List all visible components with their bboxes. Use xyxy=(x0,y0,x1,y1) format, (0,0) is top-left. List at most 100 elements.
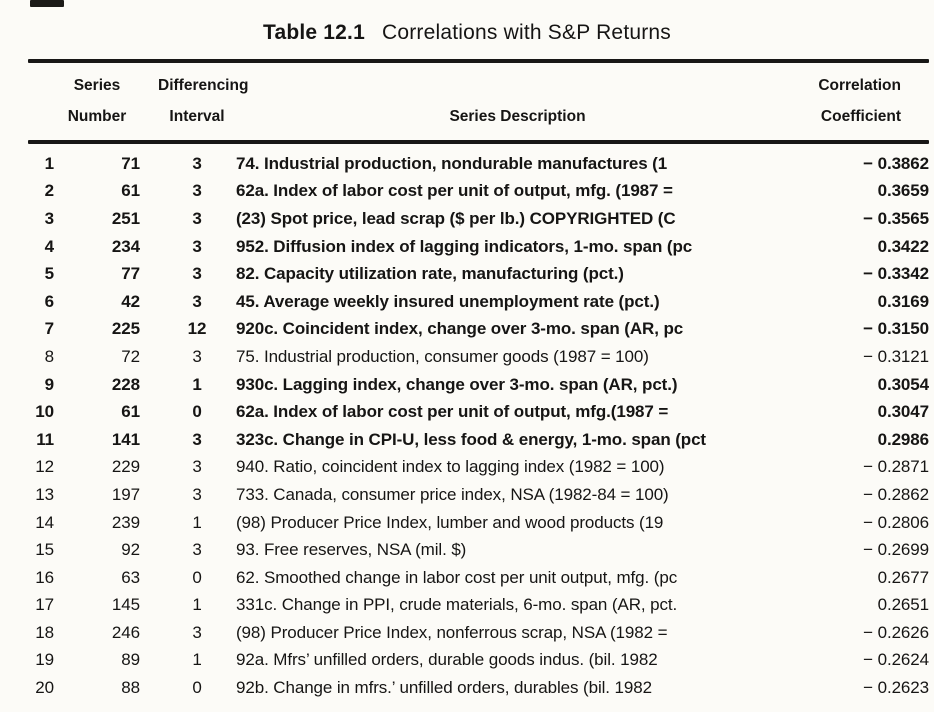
differencing-interval-cell: 3 xyxy=(192,622,202,642)
correlation-coefficient-cell: 0.3659 xyxy=(877,181,930,201)
table-row: 2 61 3 62a. Index of labor cost per unit of… xyxy=(28,178,929,206)
series-description-cell: 733. Canada, consumer price index, NSA (… xyxy=(236,484,669,504)
series-number-cell: 42 xyxy=(121,291,140,311)
differencing-interval-cell: 0 xyxy=(192,678,202,698)
row-number-cell: 5 xyxy=(44,264,54,284)
row-number-cell: 2 xyxy=(44,181,54,201)
series-number-cell: 92 xyxy=(121,540,140,560)
differencing-interval-cell: 3 xyxy=(192,264,202,284)
table-row: 19 89 1 92a. Mfrs’ unfilled orders, durable… xyxy=(28,647,929,675)
header-correlation-coefficient: Correlation Coefficient xyxy=(799,76,929,140)
table-row: 8 72 3 75. Industrial production, consumer … xyxy=(28,343,929,371)
header-correlation-line2: Coefficient xyxy=(820,108,901,125)
table-row: 13 197 3 733. Canada, consumer price index,… xyxy=(28,481,929,509)
row-number-cell: 9 xyxy=(44,374,54,394)
correlation-coefficient-cell: 0.2651 xyxy=(877,595,930,615)
series-description-cell: 331c. Change in PPI, crude materials, 6-… xyxy=(236,595,678,615)
row-number-cell: 7 xyxy=(44,319,54,339)
series-number-cell: 89 xyxy=(121,650,140,670)
correlation-coefficient-cell: − 0.2699 xyxy=(863,540,929,560)
table-row: 20 88 0 92b. Change in mfrs.’ unfilled orde… xyxy=(28,674,929,702)
row-number-cell: 8 xyxy=(44,346,54,366)
table-title: Table 12.1 Correlations with S&P Returns xyxy=(0,0,934,46)
differencing-interval-cell: 1 xyxy=(192,595,202,615)
table-row: 4 234 3 952. Diffusion index of lagging ind… xyxy=(28,233,929,261)
row-number-cell: 10 xyxy=(35,402,54,422)
series-description-cell: 920c. Coincident index, change over 3-mo… xyxy=(236,319,684,339)
series-number-cell: 61 xyxy=(121,181,140,201)
series-description-cell: 952. Diffusion index of lagging indicato… xyxy=(236,236,693,256)
correlation-coefficient-cell: − 0.2862 xyxy=(863,484,929,504)
row-number-cell: 1 xyxy=(44,153,54,173)
correlation-coefficient-cell: − 0.2806 xyxy=(863,512,929,532)
correlation-coefficient-cell: − 0.2623 xyxy=(863,678,929,698)
table-row: 7 225 12 920c. Coincident index, change ove… xyxy=(28,316,929,344)
scan-artifact-mark xyxy=(30,0,64,7)
row-number-cell: 13 xyxy=(35,484,54,504)
series-description-cell: 62a. Index of labor cost per unit of out… xyxy=(236,181,673,201)
series-description-cell: 92b. Change in mfrs.’ unfilled orders, d… xyxy=(236,678,652,698)
table-row: 15 92 3 93. Free reserves, NSA (mil. $) − 0.… xyxy=(28,536,929,564)
differencing-interval-cell: 3 xyxy=(192,484,202,504)
series-number-cell: 229 xyxy=(111,457,140,477)
correlation-coefficient-cell: 0.2677 xyxy=(877,567,930,587)
header-series-number: Series Number xyxy=(54,76,140,140)
series-number-cell: 228 xyxy=(111,374,140,394)
correlation-coefficient-cell: 0.2986 xyxy=(877,429,930,449)
header-differencing-interval-line1: Differencing xyxy=(158,77,249,94)
row-number-cell: 20 xyxy=(35,678,54,698)
series-number-cell: 61 xyxy=(121,402,140,422)
row-number-cell: 15 xyxy=(35,540,54,560)
correlation-coefficient-cell: 0.3047 xyxy=(877,402,930,422)
table-row: 1 71 3 74. Industrial production, nondurabl… xyxy=(28,150,929,178)
series-number-cell: 145 xyxy=(111,595,140,615)
table-header-rule xyxy=(28,140,929,144)
header-series-number-line1: Series xyxy=(73,77,121,94)
series-number-cell: 141 xyxy=(111,429,140,449)
series-description-cell: 45. Average weekly insured unemployment … xyxy=(236,291,660,311)
row-number-cell: 6 xyxy=(44,291,54,311)
table-title-text: Correlations with S&P Returns xyxy=(381,21,672,44)
table-title-label: Table 12.1 xyxy=(262,21,365,44)
series-description-cell: 940. Ratio, coincident index to lagging … xyxy=(236,457,665,477)
differencing-interval-cell: 1 xyxy=(192,512,202,532)
series-description-cell: 82. Capacity utilization rate, manufactu… xyxy=(236,264,624,284)
table-header: Series Number Differencing Interval Seri… xyxy=(28,63,929,140)
series-description-cell: 93. Free reserves, NSA (mil. $) xyxy=(236,540,467,560)
row-number-cell: 14 xyxy=(35,512,54,532)
correlation-coefficient-cell: − 0.3121 xyxy=(863,346,929,366)
header-row-number-column xyxy=(28,76,54,140)
series-description-cell: 323c. Change in CPI-U, less food & energ… xyxy=(236,429,706,449)
header-series-description-spacer xyxy=(236,76,799,96)
correlation-coefficient-cell: − 0.3150 xyxy=(863,319,929,339)
row-number-cell: 17 xyxy=(35,595,54,615)
row-number-cell: 16 xyxy=(35,567,54,587)
series-description-cell: 62a. Index of labor cost per unit of out… xyxy=(236,402,669,422)
table-row: 5 77 3 82. Capacity utilization rate, manuf… xyxy=(28,260,929,288)
differencing-interval-cell: 3 xyxy=(192,153,202,173)
table-row: 10 61 0 62a. Index of labor cost per unit o… xyxy=(28,398,929,426)
row-number-cell: 4 xyxy=(44,236,54,256)
series-number-cell: 63 xyxy=(121,567,140,587)
correlation-coefficient-cell: − 0.2626 xyxy=(863,622,929,642)
row-number-cell: 12 xyxy=(35,457,54,477)
differencing-interval-cell: 3 xyxy=(192,540,202,560)
series-number-cell: 72 xyxy=(121,346,140,366)
series-description-cell: 74. Industrial production, nondurable ma… xyxy=(236,153,668,173)
header-series-description: Series Description xyxy=(236,76,799,140)
header-differencing-interval: Differencing Interval xyxy=(140,76,249,140)
series-description-cell: (98) Producer Price Index, nonferrous sc… xyxy=(236,622,668,642)
table-row: 3 251 3 (23) Spot price, lead scrap ($ per … xyxy=(28,205,929,233)
series-description-cell: (98) Producer Price Index, lumber and wo… xyxy=(236,512,664,532)
correlation-coefficient-cell: − 0.2871 xyxy=(863,457,929,477)
differencing-interval-cell: 3 xyxy=(192,208,202,228)
table-body: 1 71 3 74. Industrial production, nondurabl… xyxy=(28,144,929,702)
series-number-cell: 77 xyxy=(121,264,140,284)
header-series-description-label: Series Description xyxy=(449,108,586,125)
series-number-cell: 71 xyxy=(121,153,140,173)
correlation-coefficient-cell: 0.3169 xyxy=(877,291,930,311)
differencing-interval-cell: 12 xyxy=(187,319,207,339)
series-number-cell: 225 xyxy=(111,319,140,339)
correlation-coefficient-cell: − 0.3565 xyxy=(863,208,929,228)
differencing-interval-cell: 3 xyxy=(192,429,202,449)
